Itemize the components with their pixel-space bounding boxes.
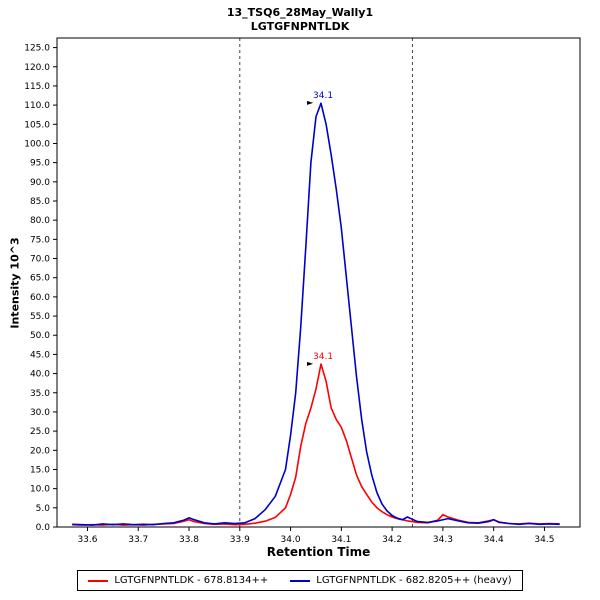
chart-title: 13_TSQ6_28May_Wally1 [226,6,374,19]
svg-text:90.0: 90.0 [30,178,50,188]
legend-item-heavy: LGTGFNPNTLDK - 682.8205++ (heavy) [290,575,512,586]
svg-text:34.1: 34.1 [313,352,333,362]
svg-text:34.1: 34.1 [331,535,351,545]
svg-text:25.0: 25.0 [30,427,50,437]
svg-text:33.6: 33.6 [77,535,97,545]
svg-text:34.3: 34.3 [433,535,453,545]
svg-text:85.0: 85.0 [30,197,50,207]
svg-text:34.5: 34.5 [534,535,554,545]
legend-box: LGTGFNPNTLDK - 678.8134++ LGTGFNPNTLDK -… [77,570,523,591]
svg-text:45.0: 45.0 [30,350,50,360]
legend-swatch-heavy-line [290,579,311,582]
legend-swatch-light-line [88,579,109,582]
svg-text:40.0: 40.0 [30,370,50,380]
svg-text:34.0: 34.0 [281,535,301,545]
legend-label-light: LGTGFNPNTLDK - 678.8134++ [114,575,269,586]
svg-text:30.0: 30.0 [30,408,50,418]
svg-text:33.9: 33.9 [230,535,250,545]
svg-text:70.0: 70.0 [30,255,50,265]
svg-text:100.0: 100.0 [24,139,50,149]
svg-text:5.0: 5.0 [36,504,51,514]
svg-text:35.0: 35.0 [30,389,50,399]
svg-text:34.2: 34.2 [382,535,402,545]
svg-text:20.0: 20.0 [30,446,50,456]
svg-text:50.0: 50.0 [30,331,50,341]
x-axis-label: Retention Time [266,545,371,559]
svg-text:34.1: 34.1 [313,91,333,101]
svg-text:120.0: 120.0 [24,63,50,73]
svg-text:34.4: 34.4 [484,535,504,545]
chart-subtitle-peptide: LGTGFNPNTLDK [250,20,350,33]
legend-item-light: LGTGFNPNTLDK - 678.8134++ [88,575,268,586]
svg-text:115.0: 115.0 [24,82,50,92]
svg-text:80.0: 80.0 [30,216,50,226]
svg-text:55.0: 55.0 [30,312,50,322]
svg-text:95.0: 95.0 [30,159,50,169]
svg-text:75.0: 75.0 [30,235,50,245]
svg-text:33.7: 33.7 [128,535,148,545]
svg-text:►: ► [307,359,314,368]
svg-text:0.0: 0.0 [36,523,51,533]
svg-text:110.0: 110.0 [24,101,50,111]
svg-text:33.8: 33.8 [179,535,199,545]
svg-text:10.0: 10.0 [30,485,50,495]
svg-text:15.0: 15.0 [30,465,50,475]
svg-text:105.0: 105.0 [24,120,50,130]
svg-text:►: ► [307,98,314,107]
svg-text:125.0: 125.0 [24,44,50,54]
svg-text:60.0: 60.0 [30,293,50,303]
legend-label-heavy: LGTGFNPNTLDK - 682.8205++ (heavy) [316,575,512,586]
legend: LGTGFNPNTLDK - 678.8134++ LGTGFNPNTLDK -… [0,570,600,591]
svg-text:65.0: 65.0 [30,274,50,284]
